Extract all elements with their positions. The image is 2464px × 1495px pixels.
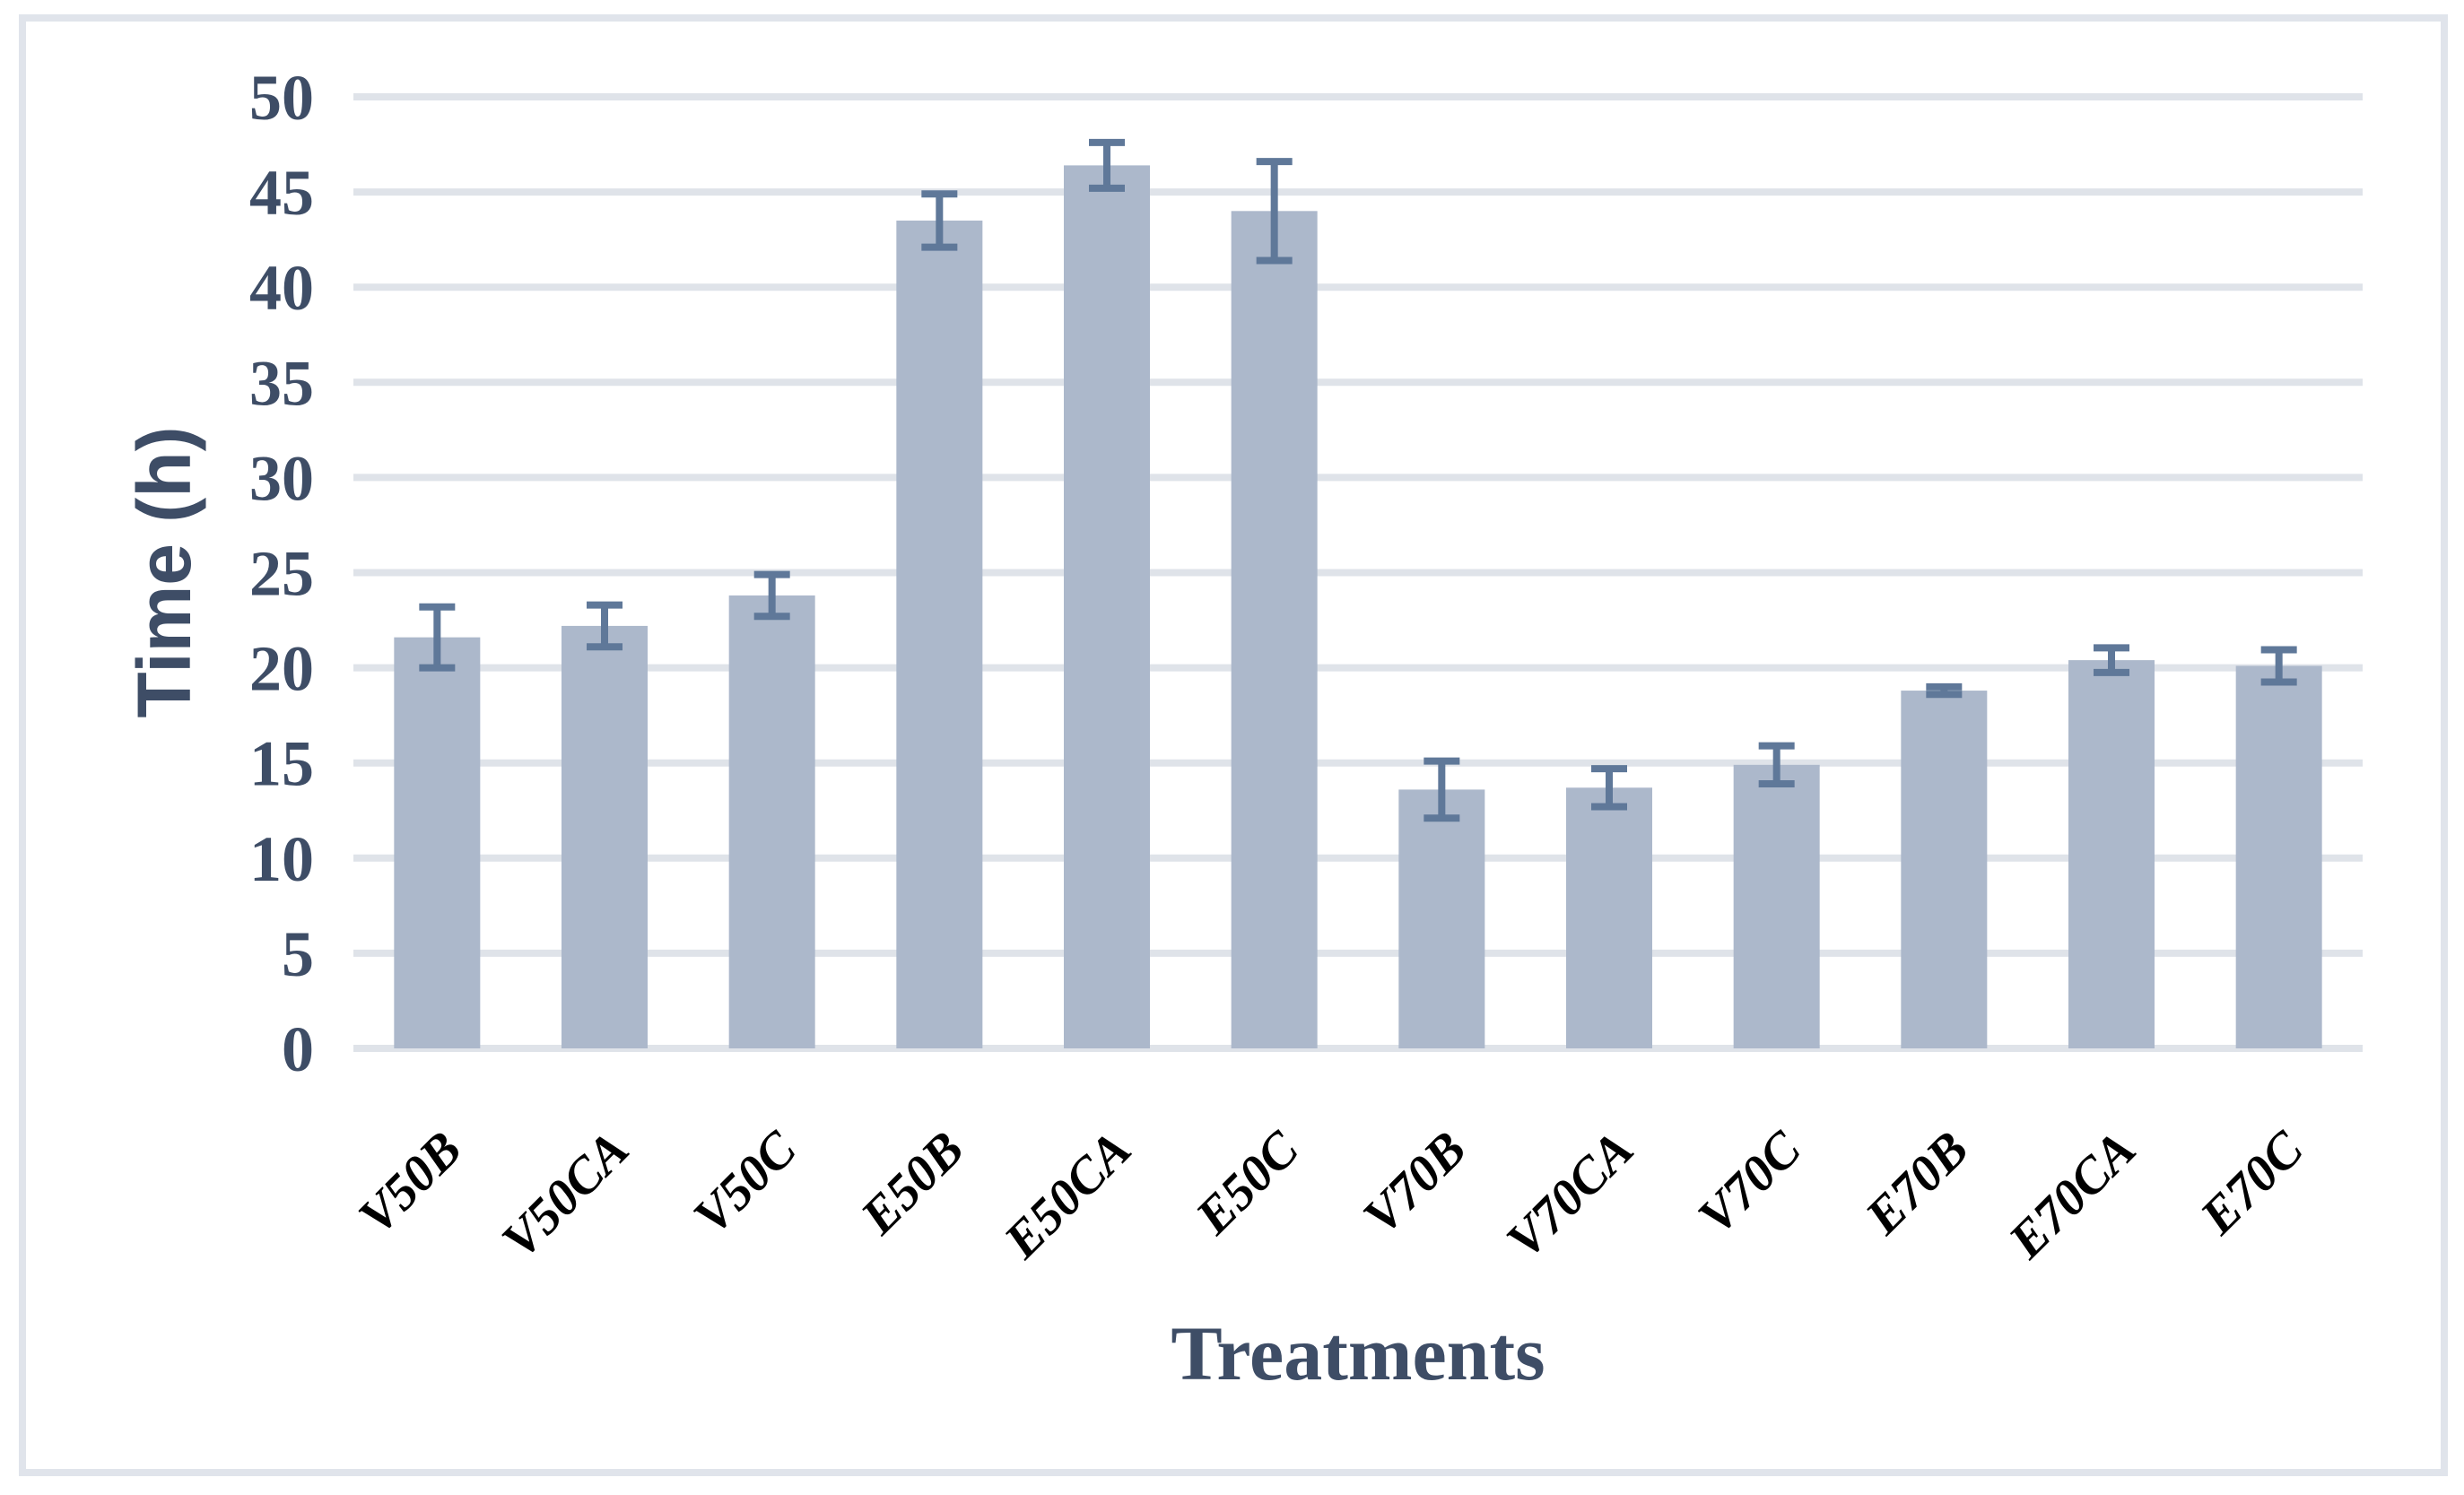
bar-E70C bbox=[2235, 665, 2322, 1048]
bar-E70CA bbox=[2068, 660, 2155, 1048]
bar-E70B bbox=[1901, 691, 1988, 1048]
x-axis-tick-label: E70CA bbox=[1998, 1121, 2146, 1270]
x-axis-tick-label: V50C bbox=[683, 1120, 807, 1245]
bars-group bbox=[394, 165, 2322, 1049]
x-axis-tick-label: V70CA bbox=[1496, 1121, 1645, 1270]
x-axis-tick-label: E70B bbox=[1854, 1121, 1979, 1246]
y-axis-tick-label: 25 bbox=[249, 538, 314, 610]
y-axis-tick-label: 10 bbox=[249, 823, 314, 895]
x-axis-tick-label: E50C bbox=[1185, 1120, 1310, 1246]
error-bar-V70C bbox=[1758, 742, 1795, 788]
bar-V50C bbox=[728, 595, 815, 1048]
y-axis-tick-label: 50 bbox=[249, 62, 314, 134]
x-axis-title: Treatments bbox=[1171, 1310, 1545, 1396]
y-axis-tick-label: 40 bbox=[249, 252, 314, 324]
y-axis-tick-label: 0 bbox=[282, 1013, 314, 1085]
y-axis-tick-label: 20 bbox=[249, 633, 314, 705]
bar-E50C bbox=[1231, 211, 1318, 1048]
bar-V50CA bbox=[562, 625, 648, 1048]
x-axis-tick-label: V50CA bbox=[492, 1121, 640, 1270]
gridlines-group bbox=[353, 93, 2363, 1052]
y-axis-tick-label: 5 bbox=[282, 918, 314, 990]
error-bar-E50CA bbox=[1089, 138, 1125, 192]
error-bars-group bbox=[419, 138, 2297, 822]
y-axis-tick-label: 35 bbox=[249, 347, 314, 419]
x-axis-tick-label: V70B bbox=[1353, 1121, 1477, 1246]
error-bar-V70CA bbox=[1591, 765, 1627, 811]
y-axis-tick-label: 45 bbox=[249, 157, 314, 229]
x-axis-tick-label: E70C bbox=[2190, 1120, 2315, 1246]
error-bar-V70B bbox=[1424, 757, 1460, 822]
figure-border bbox=[19, 14, 2448, 1476]
error-bar-E50B bbox=[921, 190, 958, 251]
x-axis-tick-label: E50B bbox=[849, 1121, 974, 1246]
error-bar-E70CA bbox=[2094, 644, 2129, 676]
error-bar-V50B bbox=[419, 603, 456, 672]
bar-V70B bbox=[1398, 789, 1485, 1048]
bar-V70CA bbox=[1566, 787, 1652, 1048]
error-bar-E70C bbox=[2260, 646, 2297, 686]
error-bar-E50C bbox=[1256, 158, 1293, 265]
bar-V50B bbox=[394, 637, 481, 1048]
x-axis-tick-label: V70C bbox=[1687, 1120, 1812, 1245]
bar-E50B bbox=[896, 220, 983, 1048]
error-bar-E70B bbox=[1926, 682, 1963, 699]
y-axis-tick-label: 30 bbox=[249, 442, 314, 514]
x-axis-tick-labels: V50B V50CA V50C E50B E50CA E50C V70B V70CA V70C E… bbox=[348, 1120, 2315, 1270]
x-axis-tick-label: V50B bbox=[348, 1121, 473, 1246]
error-bar-V50CA bbox=[587, 601, 623, 651]
bar-E50CA bbox=[1064, 165, 1150, 1049]
bar-V70C bbox=[1733, 764, 1820, 1048]
y-axis-title: Time (h) bbox=[122, 426, 206, 717]
error-bar-V50C bbox=[753, 570, 790, 621]
x-axis-tick-label: E50CA bbox=[993, 1121, 1142, 1270]
y-axis-tick-label: 15 bbox=[249, 728, 314, 800]
y-axis-tick-labels: 0 5 10 15 20 25 30 35 40 45 50 bbox=[249, 62, 314, 1085]
